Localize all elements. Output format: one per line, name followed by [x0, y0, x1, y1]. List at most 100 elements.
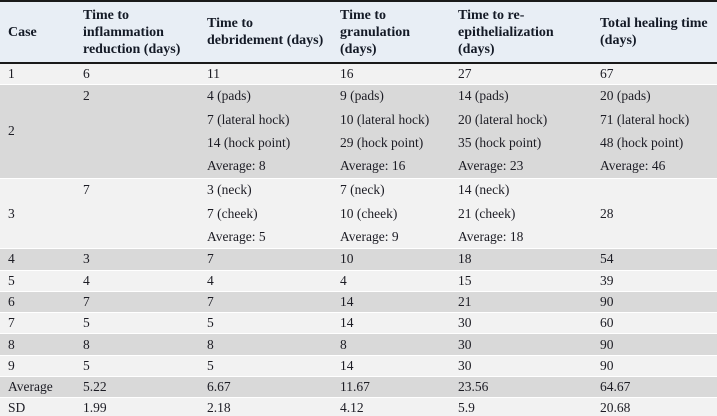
case-cell: 5 — [0, 269, 75, 292]
table-header: Case Time to inflammation reduction (day… — [0, 1, 717, 64]
value-cell: 30 — [450, 312, 592, 334]
value-cell: 7 — [199, 248, 332, 271]
table-row: 4 3 7 10 18 54 — [0, 248, 717, 271]
case-cell: 6 — [0, 290, 75, 313]
header-total-healing-time: Total healing time (days) — [592, 1, 717, 64]
table-row: 7 (lateral hock) 10 (lateral hock) 20 (lat… — [0, 107, 717, 132]
value-cell: 7 — [75, 177, 199, 202]
value-cell: Average: 8 — [199, 154, 332, 179]
case-cell: Average — [0, 376, 75, 398]
value-cell — [75, 131, 199, 155]
case-cell: 9 — [0, 354, 75, 377]
table-row: 6 7 7 14 21 90 — [0, 290, 717, 313]
case-cell: 1 — [0, 63, 75, 85]
value-cell: 14 (pads) — [450, 83, 592, 108]
value-cell: 30 — [450, 333, 592, 356]
table-row: 14 (hock point) 29 (hock point) 35 (hock p… — [0, 131, 717, 155]
table-row: 8 8 8 8 30 90 — [0, 333, 717, 356]
table-row: 1 6 11 16 27 67 — [0, 63, 717, 85]
table-row: SD 1.99 2.18 4.12 5.9 20.68 — [0, 397, 717, 416]
header-row: Case Time to inflammation reduction (day… — [0, 1, 717, 64]
value-cell: 6.67 — [199, 376, 332, 398]
value-cell: 6 — [75, 63, 199, 85]
value-cell: 14 (neck) — [450, 177, 592, 202]
value-cell: Average: 16 — [332, 154, 450, 179]
value-cell: 18 — [450, 248, 592, 271]
value-cell: 10 — [332, 248, 450, 271]
value-cell: Average: 46 — [592, 154, 717, 179]
value-cell: 48 (hock point) — [592, 131, 717, 155]
table-row: 5 4 4 4 15 39 — [0, 269, 717, 292]
value-cell — [592, 225, 717, 249]
value-cell: 16 — [332, 63, 450, 85]
value-cell: 3 (neck) — [199, 177, 332, 202]
value-cell: 28 — [592, 201, 717, 226]
header-inflammation-reduction: Time to inflammation reduction (days) — [75, 1, 199, 64]
value-cell: 14 — [332, 312, 450, 334]
value-cell: 2 — [75, 83, 199, 108]
value-cell: 11 — [199, 63, 332, 85]
table-body: 1 6 11 16 27 67 2 2 4 (pads) 9 (pads) 14 (pads) 20 … — [0, 63, 717, 416]
value-cell: 1.99 — [75, 397, 199, 416]
value-cell: 10 (cheek) — [332, 201, 450, 226]
value-cell: 67 — [592, 63, 717, 85]
table-row: 9 5 5 14 30 90 — [0, 354, 717, 377]
value-cell: 5 — [75, 312, 199, 334]
value-cell: 4 — [199, 269, 332, 292]
value-cell: 90 — [592, 290, 717, 313]
value-cell: 21 (cheek) — [450, 201, 592, 226]
value-cell: 5.22 — [75, 376, 199, 398]
table-row: 7 5 5 14 30 60 — [0, 312, 717, 334]
value-cell — [592, 177, 717, 202]
case-cell: 3 — [0, 177, 75, 249]
value-cell: 2.18 — [199, 397, 332, 416]
value-cell: 27 — [450, 63, 592, 85]
header-granulation: Time to granulation (days) — [332, 1, 450, 64]
value-cell: 7 — [75, 290, 199, 313]
value-cell: 14 — [332, 290, 450, 313]
table-row: 7 (cheek) 10 (cheek) 21 (cheek) 28 — [0, 201, 717, 226]
value-cell: 30 — [450, 354, 592, 377]
value-cell: Average: 23 — [450, 154, 592, 179]
table-row: Average: 8 Average: 16 Average: 23 Average:… — [0, 154, 717, 179]
value-cell: 10 (lateral hock) — [332, 107, 450, 132]
header-case: Case — [0, 1, 75, 64]
value-cell: 39 — [592, 269, 717, 292]
value-cell: 4.12 — [332, 397, 450, 416]
value-cell: 5 — [75, 354, 199, 377]
value-cell: 90 — [592, 333, 717, 356]
value-cell: 5.9 — [450, 397, 592, 416]
value-cell: 5 — [199, 354, 332, 377]
value-cell: 54 — [592, 248, 717, 271]
value-cell: 4 (pads) — [199, 83, 332, 108]
value-cell: 71 (lateral hock) — [592, 107, 717, 132]
header-debridement: Time to debridement (days) — [199, 1, 332, 64]
value-cell — [75, 107, 199, 132]
header-re-epithelialization: Time to re-epithelialization (days) — [450, 1, 592, 64]
value-cell: 4 — [75, 269, 199, 292]
value-cell: 3 — [75, 248, 199, 271]
value-cell: 20 (lateral hock) — [450, 107, 592, 132]
value-cell: 35 (hock point) — [450, 131, 592, 155]
value-cell: 8 — [199, 333, 332, 356]
value-cell: 9 (pads) — [332, 83, 450, 108]
case-cell: 4 — [0, 248, 75, 271]
value-cell: 7 — [199, 290, 332, 313]
value-cell: 5 — [199, 312, 332, 334]
value-cell: 11.67 — [332, 376, 450, 398]
value-cell: Average: 18 — [450, 225, 592, 249]
value-cell: 7 (lateral hock) — [199, 107, 332, 132]
value-cell: 14 — [332, 354, 450, 377]
value-cell: 60 — [592, 312, 717, 334]
value-cell: 29 (hock point) — [332, 131, 450, 155]
case-cell: SD — [0, 397, 75, 416]
value-cell: 7 (neck) — [332, 177, 450, 202]
table-row: Average: 5 Average: 9 Average: 18 — [0, 225, 717, 249]
value-cell: 4 — [332, 269, 450, 292]
value-cell: 90 — [592, 354, 717, 377]
value-cell — [75, 154, 199, 179]
